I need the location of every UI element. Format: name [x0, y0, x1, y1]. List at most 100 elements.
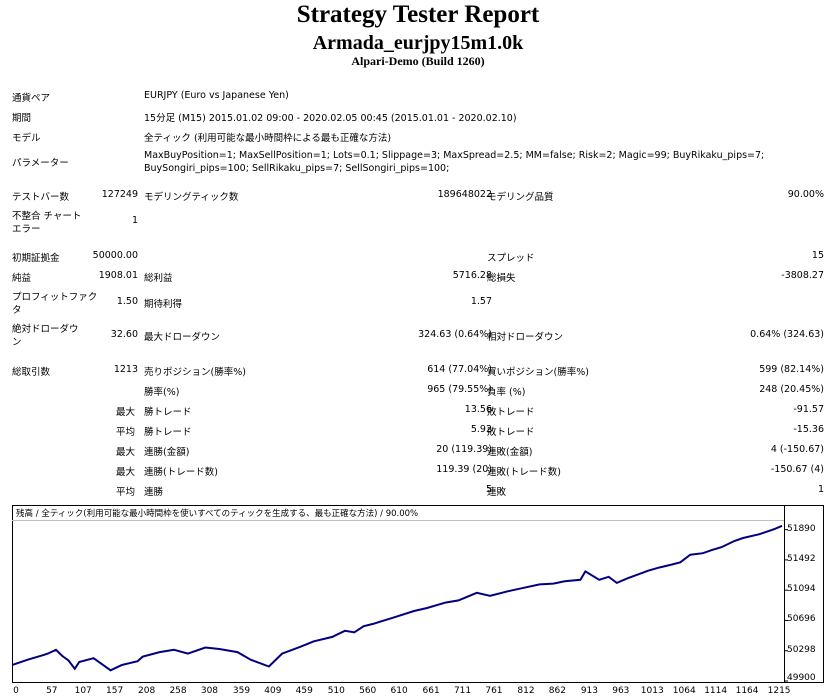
avg-loss-label: 敗トレード [487, 427, 535, 438]
avg-consecutive-wins-label: 連勝 [144, 487, 164, 498]
x-tick-label: 1013 [640, 686, 664, 696]
quality-label: モデリング品質 [487, 192, 554, 203]
win-pct-value: 965 (79.55%) [427, 384, 492, 395]
loss-pct-label: 負率 (%) [487, 387, 526, 398]
avg-consecutive-wins-value: 5 [485, 484, 492, 495]
model-value: 全ティック (利用可能な最小時間枠による最も正確な方法) [144, 133, 392, 144]
y-tick-label: 51094 [787, 584, 816, 595]
max-drawdown-value: 324.63 (0.64%) [418, 329, 492, 340]
x-tick-label: 459 [295, 686, 313, 696]
max-consecutive-profit-label: 連勝(トレード数) [144, 467, 218, 478]
max-label-2: 最大 [116, 447, 136, 458]
profit-factor-value: 1.50 [116, 296, 138, 307]
long-positions-value: 599 (82.14%) [759, 364, 824, 375]
ea-name: Armada_eurjpy15m1.0k [312, 32, 524, 54]
max-consecutive-wins-money-value: 20 (119.39) [436, 444, 492, 455]
net-profit-label: 純益 [12, 273, 32, 284]
max-consecutive-loss-label: 連敗(トレード数) [487, 467, 561, 478]
short-positions-value: 614 (77.04%) [427, 364, 492, 375]
avg-consecutive-losses-value: 1 [817, 484, 824, 495]
mismatch-label-1: 不整合 チャート [12, 211, 82, 222]
period-label: 期間 [12, 113, 32, 124]
chart-frame [12, 505, 824, 683]
spread-label: スプレッド [487, 253, 535, 264]
chart-gridlines [784, 529, 788, 682]
y-tick-label: 49900 [787, 673, 816, 683]
params-label: パラメーター [12, 158, 69, 169]
x-tick-label: 913 [580, 686, 598, 696]
expected-payoff-label: 期待利得 [144, 299, 183, 310]
profit-factor-label-1: プロフィットファク [12, 292, 98, 303]
x-tick-label: 157 [106, 686, 124, 696]
loss-pct-value: 248 (20.45%) [759, 384, 824, 395]
largest-win-label: 勝トレード [144, 407, 192, 418]
balance-series-line [12, 524, 783, 672]
max-label-1: 最大 [116, 407, 136, 418]
balance-chart: 残高 / 全ティック(利用可能な最小時間枠を使いすべてのティックを生成する、最も… [12, 505, 824, 683]
max-consecutive-wins-money-label: 連勝(金額) [144, 447, 190, 458]
x-tick-label: 761 [485, 686, 503, 696]
max-consecutive-losses-money-value: 4 (-150.67) [770, 444, 824, 455]
x-tick-label: 1215 [767, 686, 791, 696]
model-label: モデル [12, 133, 41, 144]
x-tick-label: 510 [327, 686, 345, 696]
gross-profit-value: 5716.28 [452, 270, 492, 281]
deposit-value: 50000.00 [92, 250, 138, 261]
mismatch-value: 1 [131, 215, 138, 226]
avg-consecutive-losses-label: 連敗 [487, 487, 507, 498]
y-tick-label: 50298 [787, 644, 816, 655]
max-consecutive-loss-value: -150.67 (4) [770, 464, 824, 475]
avg-win-label: 勝トレード [144, 427, 192, 438]
period-value: 15分足 (M15) 2015.01.02 09:00 - 2020.02.05… [144, 113, 517, 124]
x-tick-label: 711 [453, 686, 472, 696]
x-tick-label: 409 [264, 686, 282, 696]
symbol-label: 通貨ペア [12, 93, 51, 104]
bars-value: 127249 [101, 189, 138, 200]
gross-profit-label: 総利益 [144, 273, 173, 284]
x-tick-label: 1164 [735, 686, 759, 696]
ticks-label: モデリングティック数 [144, 192, 239, 203]
x-tick-label: 560 [359, 686, 377, 696]
spread-value: 15 [811, 250, 824, 261]
params-line-2: BuySongiri_pips=100; SellRikaku_pips=7; … [144, 163, 450, 174]
x-tick-label: 812 [517, 686, 535, 696]
max-label-3: 最大 [116, 467, 136, 478]
x-tick-label: 0 [13, 686, 19, 696]
expected-payoff-value: 1.57 [470, 296, 492, 307]
long-positions-label: 買いポジション(勝率%) [487, 367, 589, 378]
max-consecutive-profit-value: 119.39 (20) [436, 464, 492, 475]
x-tick-label: 661 [422, 686, 440, 696]
avg-loss-value: -15.36 [793, 424, 824, 435]
short-positions-label: 売りポジション(勝率%) [144, 367, 246, 378]
largest-loss-label: 敗トレード [487, 407, 535, 418]
total-trades-label: 総取引数 [12, 367, 51, 378]
max-consecutive-losses-money-label: 連敗(金額) [487, 447, 533, 458]
largest-loss-value: -91.57 [793, 404, 824, 415]
avg-label-2: 平均 [116, 487, 136, 498]
avg-label-1: 平均 [116, 427, 136, 438]
profit-factor-label-2: タ [12, 305, 22, 316]
x-tick-label: 308 [200, 686, 219, 696]
abs-drawdown-label-1: 絶対ドローダウ [12, 324, 79, 335]
y-tick-label: 50696 [787, 614, 816, 625]
deposit-label: 初期証拠金 [12, 253, 60, 264]
gross-loss-value: -3808.27 [781, 270, 824, 281]
symbol-value: EURJPY (Euro vs Japanese Yen) [144, 90, 289, 101]
report-title: Strategy Tester Report [296, 1, 540, 28]
rel-drawdown-value: 0.64% (324.63) [750, 329, 824, 340]
x-tick-label: 963 [612, 686, 630, 696]
net-profit-value: 1908.01 [98, 270, 138, 281]
x-tick-label: 862 [548, 686, 566, 696]
x-tick-label: 208 [138, 686, 156, 696]
avg-win-value: 5.92 [470, 424, 492, 435]
x-tick-label: 57 [46, 686, 58, 696]
rel-drawdown-label: 相対ドローダウン [487, 332, 564, 343]
mismatch-label-2: エラー [12, 224, 41, 235]
y-tick-label: 51890 [787, 523, 816, 534]
abs-drawdown-label-2: ン [12, 337, 22, 348]
bars-label: テストバー数 [12, 192, 70, 203]
ticks-value: 189648022 [437, 189, 492, 200]
params-line-1: MaxBuyPosition=1; MaxSellPosition=1; Lot… [144, 150, 765, 161]
y-tick-label: 51492 [787, 553, 816, 564]
chart-title: 残高 / 全ティック(利用可能な最小時間枠を使いすべてのティックを生成する、最も… [16, 508, 418, 519]
